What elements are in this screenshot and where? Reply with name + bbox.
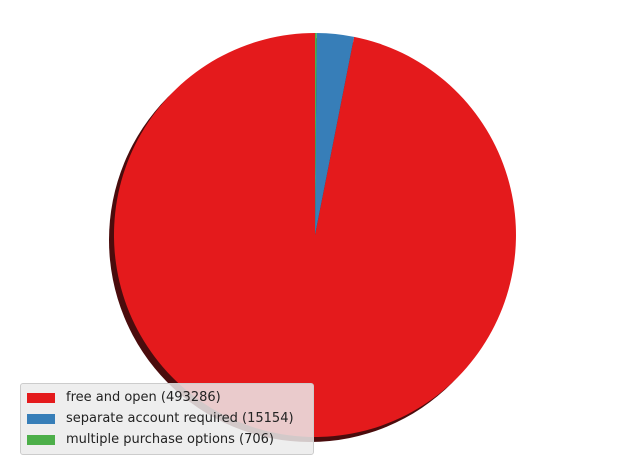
legend-swatch-free-and-open (27, 392, 55, 403)
legend-label-multiple-purchase-options: multiple purchase options (706) (66, 432, 274, 447)
pie-slice-2 (315, 33, 317, 235)
legend-label-separate-account-required: separate account required (15154) (66, 411, 294, 426)
pie-slices (113, 33, 516, 437)
pie-slice-0 (113, 33, 516, 437)
legend: free and open (493286) separate account … (20, 383, 314, 455)
legend-item-free-and-open: free and open (493286) (27, 387, 305, 408)
legend-swatch-multiple-purchase-options (27, 434, 55, 445)
legend-item-separate-account-required: separate account required (15154) (27, 408, 305, 429)
pie-slice-1 (315, 33, 355, 236)
legend-label-free-and-open: free and open (493286) (66, 390, 221, 405)
legend-swatch-separate-account-required (27, 413, 55, 424)
legend-item-multiple-purchase-options: multiple purchase options (706) (27, 429, 305, 450)
